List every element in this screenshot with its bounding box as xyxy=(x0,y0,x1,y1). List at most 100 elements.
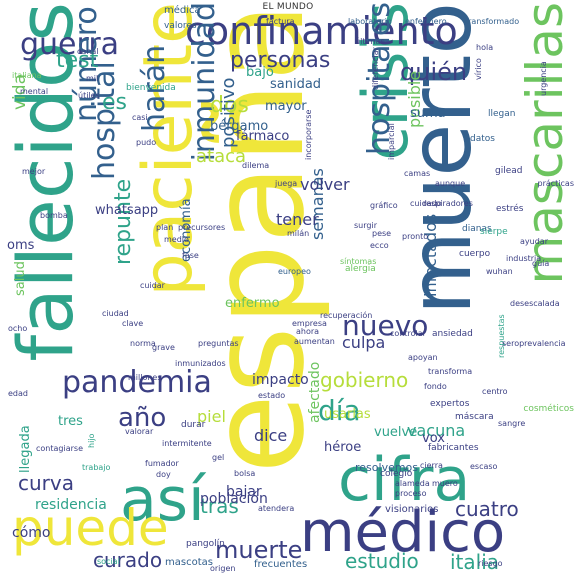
word-urgencia: urgencia xyxy=(539,61,548,96)
word-curva: curva xyxy=(18,471,74,495)
word-mayor: mayor xyxy=(265,99,307,114)
word-curado: curado xyxy=(93,548,163,572)
word-juega: juega xyxy=(275,179,298,188)
word-bergamo: bérgamo xyxy=(210,119,269,134)
word-surgir: surgir xyxy=(354,221,377,230)
word-pandemia: pandemia xyxy=(62,365,212,400)
word-asi: así xyxy=(120,465,205,535)
word-cuidado: cuidado xyxy=(410,199,442,208)
word-datos: datos xyxy=(470,134,495,144)
word-italiana: italiana xyxy=(12,71,42,80)
word-dia: día xyxy=(318,394,361,427)
word-virico: vírico xyxy=(474,58,483,80)
word-transformado: transformado xyxy=(465,17,520,26)
word-muero: muero xyxy=(432,479,458,488)
word-medica: médica xyxy=(164,5,201,16)
word-pangolin: pangolín xyxy=(186,539,225,549)
word-ataca: ataca xyxy=(196,146,247,167)
word-trabajo: trabajo xyxy=(82,463,111,472)
word-aumentan: aumentan xyxy=(294,337,335,346)
word-ansiedad: ansiedad xyxy=(432,329,473,339)
word-enfermo: enfermo xyxy=(225,296,280,311)
word-guia: guía xyxy=(532,259,550,268)
word-recuperacion: recuperación xyxy=(320,311,373,320)
word-medico: médico xyxy=(300,500,506,565)
word-bajar: bajar xyxy=(226,484,262,500)
word-grafico: gráfico xyxy=(370,201,398,210)
word-alergia: alergia xyxy=(345,264,376,274)
word-contagiarse: contagiarse xyxy=(36,444,83,453)
word-transforma: transforma xyxy=(428,367,473,376)
word-puede: puede xyxy=(12,499,169,557)
word-empresa: empresa xyxy=(292,319,327,328)
word-intermitente: intermitente xyxy=(162,439,212,448)
word-cierra: cierra xyxy=(420,461,443,470)
word-estudio: estudio xyxy=(345,549,419,573)
word-valores: valores xyxy=(164,21,197,31)
word-pronto: pronto xyxy=(402,232,429,241)
word-piel: piel xyxy=(197,407,226,426)
word-llegada: llegada xyxy=(18,425,33,473)
word-pese: pese xyxy=(372,229,392,238)
word-residencia: residencia xyxy=(35,497,107,513)
word-mascara: máscara xyxy=(455,412,494,422)
word-culpa: culpa xyxy=(342,333,386,352)
word-dice: dice xyxy=(254,426,288,445)
word-sierpe: sierpe xyxy=(480,227,508,237)
word-practicas: prácticas xyxy=(537,179,575,188)
word-vox: vox xyxy=(422,431,445,446)
word-fumador: fumador xyxy=(145,459,179,468)
word-vuelve: vuelve xyxy=(374,425,418,440)
word-ultimas: últimas xyxy=(355,37,385,46)
word-aunque: aunque xyxy=(435,179,466,188)
word-mental: mental xyxy=(20,87,49,96)
word-mil: mil xyxy=(86,74,99,83)
word-cifra: cifra xyxy=(338,445,471,515)
word-hola: hola xyxy=(476,43,494,52)
word-cuidar: cuidar xyxy=(140,281,165,290)
word-estres: estrés xyxy=(496,204,524,214)
source-title: EL MUNDO xyxy=(262,2,314,12)
word-salud: salud xyxy=(13,261,28,296)
word-es: es xyxy=(102,90,127,115)
word-fase: fase xyxy=(182,251,199,260)
word-frecuentes: frecuentes xyxy=(254,559,308,570)
word-diferenciar: diferenciar xyxy=(371,47,380,90)
word-estado: estado xyxy=(258,391,286,400)
word-casi: casi xyxy=(132,113,148,122)
word-dos: dos xyxy=(210,93,249,118)
word-bajo: bajo xyxy=(246,65,274,80)
word-ano: año xyxy=(118,403,167,433)
word-industria: industria xyxy=(506,254,542,263)
word-resolvemos: resolvemos xyxy=(355,461,419,474)
word-sintomas: síntomas xyxy=(340,257,377,266)
word-social: social xyxy=(97,557,120,566)
word-factura: factura xyxy=(266,17,295,26)
word-muerte: muerte xyxy=(215,536,303,564)
word-dilema: dilema xyxy=(242,161,270,170)
word-volver: volver xyxy=(300,175,350,194)
word-gel: gel xyxy=(212,453,225,462)
word-gilead: gilead xyxy=(495,166,523,176)
word-dianas: dianas xyxy=(462,224,492,234)
word-precursores: precursores xyxy=(178,223,226,232)
word-ocho: ocho xyxy=(8,324,28,333)
word-tener: tener xyxy=(276,210,319,229)
word-confinamiento: confinamiento xyxy=(185,9,458,53)
word-vacuna: vacuna xyxy=(407,421,466,440)
word-riesgo: riesgo xyxy=(478,559,503,568)
word-europeo: europeo xyxy=(278,267,311,276)
word-tres: tres xyxy=(58,414,83,429)
word-apoyan: apoyan xyxy=(408,353,438,362)
word-ayudar: ayudar xyxy=(520,237,548,246)
word-repunte: repunte xyxy=(111,178,136,265)
word-durar: durar xyxy=(181,420,206,430)
word-desescalada: desescalada xyxy=(510,299,560,308)
word-origen: origen xyxy=(210,564,236,573)
word-fondo: fondo xyxy=(424,382,447,391)
word-respuestas: respuestas xyxy=(497,314,506,358)
word-poblacion: población xyxy=(200,491,268,507)
word-utiles: útiles xyxy=(78,91,100,100)
word-sanidad: sanidad xyxy=(270,77,322,92)
